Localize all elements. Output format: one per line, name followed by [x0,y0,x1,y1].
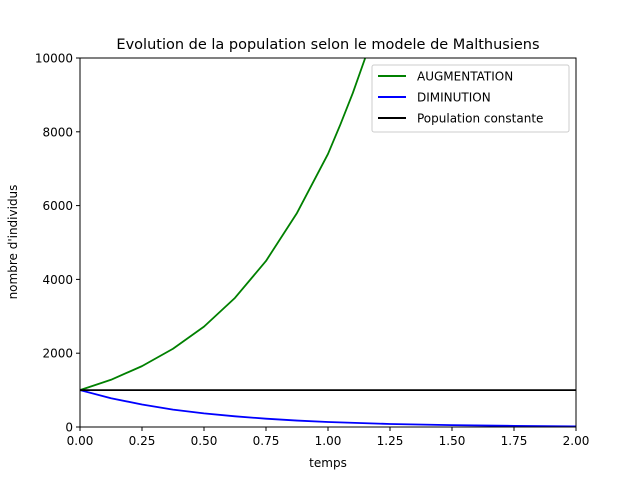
y-tick-label: 2000 [42,347,73,361]
legend-label-0: AUGMENTATION [417,70,513,84]
legend-label-1: DIMINUTION [417,91,491,105]
chart-title: Evolution de la population selon le mode… [116,37,539,53]
y-tick-label: 0 [65,421,73,435]
x-axis: 0.00 0.25 0.50 0.75 1.00 1.25 1.50 1.75 2.00 [67,427,590,448]
x-tick-label: 1.25 [377,434,404,448]
x-tick-label: 0.00 [67,434,94,448]
x-axis-label: temps [309,456,347,470]
y-axis: 0 2000 4000 6000 8000 10000 [35,52,80,435]
legend-label-2: Population constante [417,112,543,126]
x-tick-label: 0.25 [129,434,156,448]
x-tick-label: 1.00 [315,434,342,448]
x-tick-label: 1.50 [439,434,466,448]
x-tick-label: 1.75 [501,434,528,448]
series-layer [80,58,576,427]
x-tick-label: 0.75 [253,434,280,448]
x-tick-label: 0.50 [191,434,218,448]
legend-box [371,64,570,133]
y-tick-label: 10000 [35,52,73,66]
y-tick-label: 6000 [42,199,73,213]
x-tick-label: 2.00 [563,434,590,448]
y-tick-label: 8000 [42,125,73,139]
y-tick-label: 4000 [42,273,73,287]
legend: AUGMENTATION DIMINUTION Population constan… [371,64,570,133]
y-axis-label: nombre d'individus [6,185,20,300]
series-line-0 [80,58,367,392]
series-line-1 [80,389,576,427]
